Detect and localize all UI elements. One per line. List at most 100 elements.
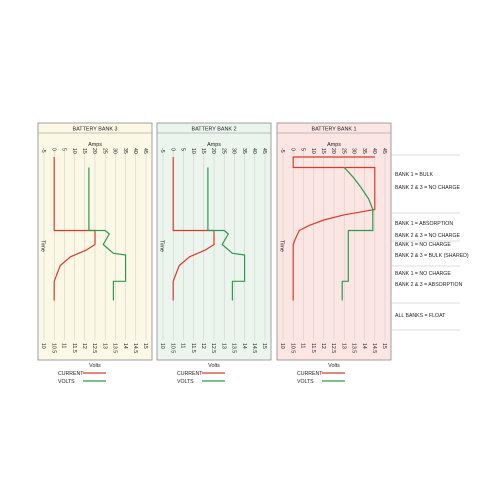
current-legend-label: CURRENT: [297, 371, 323, 377]
volts-tick-label: 13: [220, 343, 226, 349]
amps-axis-label: Amps: [327, 142, 341, 148]
volts-tick-label: 12: [200, 343, 206, 349]
amps-tick-label: 45: [261, 148, 267, 154]
amps-tick-label: 30: [112, 148, 118, 154]
current-legend-label: CURRENT: [177, 371, 203, 377]
volts-tick-label: 12: [320, 343, 326, 349]
volts-axis-label: Volts: [89, 363, 101, 369]
amps-tick-label: 30: [231, 148, 237, 154]
volts-tick-label: 13.5: [351, 343, 357, 353]
volts-tick-label: 14: [122, 343, 128, 349]
volts-tick-label: 15: [381, 343, 387, 349]
amps-tick-label: 35: [361, 148, 367, 154]
volts-tick-label: 13.5: [231, 343, 237, 353]
panel-title: BATTERY BANK 2: [192, 127, 237, 133]
volts-legend-label: VOLTS: [58, 379, 75, 385]
amps-tick-label: 15: [200, 148, 206, 154]
amps-tick-label: 5: [180, 148, 186, 151]
current-series-line: [292, 156, 376, 301]
volts-tick-label: 11: [180, 343, 186, 348]
amps-tick-label: 5: [61, 148, 67, 151]
amps-tick-label: 10: [71, 148, 77, 154]
current-series-line: [53, 157, 96, 301]
amps-tick-label: 10: [310, 148, 316, 154]
volts-axis-label: Volts: [208, 363, 220, 369]
amps-tick-label: 20: [330, 148, 336, 154]
panel-title: BATTERY BANK 1: [312, 127, 357, 133]
volts-tick-label: 10.5: [289, 343, 295, 353]
amps-tick-label: 35: [241, 148, 247, 154]
panel-title: BATTERY BANK 3: [73, 127, 118, 133]
panel-3: BATTERY BANK 1 -5 0 5 10 15 20 25 30 35 40 45 10 10.5…: [276, 122, 392, 385]
volts-tick-label: 12.5: [210, 343, 216, 353]
phase-label: BANK 2 & 3 = NO CHARGE: [395, 233, 461, 239]
volts-series-line: [341, 167, 374, 301]
current-legend-label: CURRENT: [58, 371, 84, 377]
volts-tick-label: 14.5: [132, 343, 138, 353]
panels-layer: BATTERY BANK 3 -5 0 5 10 15 20 25 30 35 40 45 10 10.5…: [37, 122, 392, 385]
volts-tick-label: 11: [300, 343, 306, 348]
volts-tick-label: 14.5: [371, 343, 377, 353]
amps-tick-label: 35: [122, 148, 128, 154]
volts-tick-label: 11.5: [190, 343, 196, 353]
amps-tick-label: 0: [289, 148, 295, 151]
volts-tick-label: 13: [340, 343, 346, 349]
volts-legend-label: VOLTS: [177, 379, 194, 385]
phase-label: BANK 1 = ABSORPTION: [395, 221, 453, 227]
amps-tick-label: 15: [320, 148, 326, 154]
volts-tick-label: 15: [261, 343, 267, 349]
volts-legend-label: VOLTS: [297, 379, 314, 385]
amps-tick-label: 25: [340, 148, 346, 154]
volts-tick-label: 14.5: [251, 343, 257, 353]
amps-tick-label: 0: [169, 148, 175, 151]
amps-tick-label: 25: [101, 148, 107, 154]
phase-label: BANK 2 & 3 = BULK (SHARED): [395, 253, 469, 259]
time-axis-label: Time: [159, 240, 165, 252]
panel-1: BATTERY BANK 3 -5 0 5 10 15 20 25 30 35 40 45 10 10.5…: [37, 122, 153, 385]
amps-tick-label: 10: [190, 148, 196, 154]
volts-axis-label: Volts: [328, 363, 340, 369]
volts-tick-label: 13.5: [112, 343, 118, 353]
volts-tick-label: 12: [81, 343, 87, 349]
volts-tick-label: 10: [159, 343, 165, 349]
volts-tick-label: 10: [40, 343, 46, 349]
time-axis-label: Time: [279, 240, 285, 252]
amps-tick-label: 40: [371, 148, 377, 154]
current-series-line: [172, 157, 215, 301]
amps-tick-label: -5: [159, 148, 165, 153]
volts-series-line: [88, 167, 127, 301]
volts-tick-label: 15: [142, 343, 148, 349]
phase-label: BANK 1 = NO CHARGE: [395, 271, 451, 277]
volts-tick-label: 13: [101, 343, 107, 349]
amps-axis-label: Amps: [88, 142, 102, 148]
amps-tick-label: 30: [351, 148, 357, 154]
amps-tick-label: 20: [210, 148, 216, 154]
volts-tick-label: 10: [279, 343, 285, 349]
time-axis-label: Time: [40, 240, 46, 252]
amps-tick-label: 40: [132, 148, 138, 154]
amps-tick-label: -5: [40, 148, 46, 153]
phase-label: BANK 1 = BULK: [395, 172, 433, 178]
volts-tick-label: 11.5: [71, 343, 77, 353]
volts-tick-label: 11: [61, 343, 67, 348]
amps-tick-label: 20: [91, 148, 97, 154]
amps-tick-label: 25: [220, 148, 226, 154]
phase-label: ALL BANKS = FLOAT: [395, 313, 446, 319]
phase-label: BANK 2 & 3 = NO CHARGE: [395, 185, 461, 191]
volts-tick-label: 10.5: [50, 343, 56, 353]
volts-tick-label: 14: [241, 343, 247, 349]
volts-tick-label: 11.5: [310, 343, 316, 353]
volts-series-line: [207, 167, 246, 301]
phase-label: BANK 2 & 3 = ABSORPTION: [395, 282, 463, 288]
panel-2: BATTERY BANK 2 -5 0 5 10 15 20 25 30 35 40 45 10 10.5…: [156, 122, 272, 385]
amps-tick-label: 45: [381, 148, 387, 154]
volts-tick-label: 12.5: [330, 343, 336, 353]
amps-tick-label: 40: [251, 148, 257, 154]
amps-tick-label: 0: [50, 148, 56, 151]
amps-axis-label: Amps: [207, 142, 221, 148]
volts-tick-label: 14: [361, 343, 367, 349]
phase-labels: BANK 1 = BULK BANK 2 & 3 = NO CHARGE BANK …: [391, 154, 469, 331]
volts-tick-label: 12.5: [91, 343, 97, 353]
volts-tick-label: 10.5: [169, 343, 175, 353]
